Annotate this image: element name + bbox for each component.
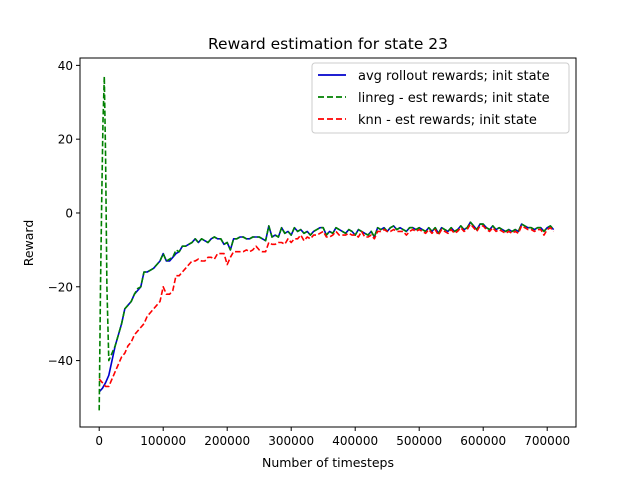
series-line-2 [98,223,555,388]
x-tick-label: 500000 [396,434,442,448]
plot-frame [79,57,577,428]
y-tick-label: 20 [58,133,73,147]
y-axis-ticks: −40 −20 0 20 40 [48,59,80,368]
x-tick-label: 300000 [268,434,314,448]
legend-item-avg-rollout: avg rollout rewards; init state [318,69,550,84]
y-tick-label: −20 [48,280,73,294]
x-tick-label: 700000 [524,434,570,448]
x-tick-label: 0 [95,434,103,448]
legend-label-knn: knn - est rewards; init state [358,113,537,128]
series-layer [98,75,555,411]
chart-title: Reward estimation for state 23 [208,35,448,53]
x-axis-label: Number of timesteps [262,455,394,470]
x-tick-label: 100000 [140,434,186,448]
x-tick-label: 600000 [460,434,506,448]
y-axis-label: Reward [21,220,36,267]
y-tick-label: 0 [65,206,73,220]
y-tick-label: 40 [58,59,73,73]
x-tick-label: 400000 [332,434,378,448]
legend: avg rollout rewards; init state linreg -… [311,62,570,134]
x-tick-label: 200000 [204,434,250,448]
legend-label-linreg: linreg - est rewards; init state [358,91,550,106]
plot-area: 0 100000 200000 300000 400000 500000 600000 700… [48,57,577,448]
legend-item-linreg: linreg - est rewards; init state [318,91,550,106]
y-tick-label: −40 [48,354,73,368]
series-line-1 [98,75,555,411]
legend-box [311,62,570,134]
x-axis-ticks: 0 100000 200000 300000 400000 500000 600000 700… [95,427,570,448]
legend-label-avg-rollout: avg rollout rewards; init state [358,69,550,84]
legend-item-knn: knn - est rewards; init state [318,113,537,128]
